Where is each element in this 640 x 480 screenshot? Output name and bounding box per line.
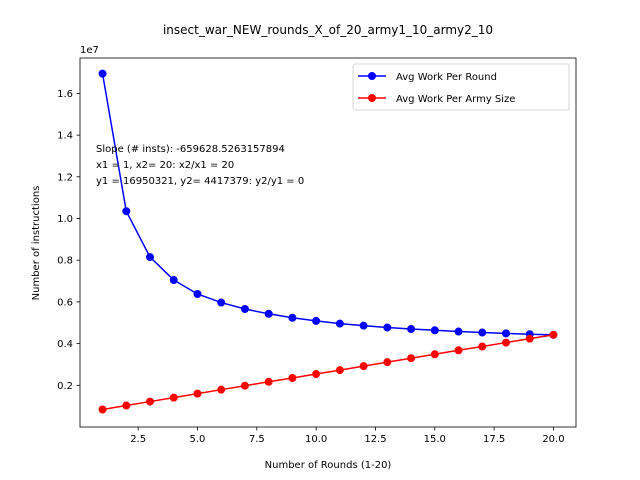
series-2-point xyxy=(146,397,155,406)
series-2-point xyxy=(169,393,178,402)
series-2-point xyxy=(335,366,344,375)
axes-frame xyxy=(79,57,577,428)
series-2-point xyxy=(501,338,510,347)
series-1-point xyxy=(312,316,321,325)
series-1-point xyxy=(169,276,178,285)
y-tick-label: 0.6 xyxy=(57,297,73,308)
x-tick-label: 10.0 xyxy=(305,434,327,445)
x-axis-label: Number of Rounds (1-20) xyxy=(265,460,392,471)
series-1-point xyxy=(193,289,202,298)
series-1-point xyxy=(407,325,416,334)
series-1-point xyxy=(335,319,344,328)
y-tick-label: 0.2 xyxy=(57,381,73,392)
series-1-point xyxy=(359,321,368,330)
x-tick-label: 20.0 xyxy=(542,434,564,445)
legend-label: Avg Work Per Army Size xyxy=(396,94,515,105)
x-tick-label: 7.5 xyxy=(249,434,265,445)
series-1-point xyxy=(146,253,155,262)
series-1-point xyxy=(264,309,273,318)
series-2-point xyxy=(217,385,226,394)
slope-annotation: Slope (# insts): -659628.5263157894 x1 = … xyxy=(96,144,304,187)
x-tick-label: 2.5 xyxy=(130,434,146,445)
series-2-point xyxy=(193,389,202,398)
plot-area: 2.5 5.0 7.5 10.0 12.5 15.0 17.5 20.0 0.2 0.4 0.6 0.… xyxy=(57,57,577,445)
series-2-point xyxy=(288,374,297,383)
series-2-point xyxy=(430,350,439,359)
y-tick-label: 1.6 xyxy=(57,89,73,100)
series-1-point xyxy=(430,326,439,335)
series-1-point xyxy=(217,298,226,307)
series-1-point xyxy=(383,323,392,332)
series-1-point xyxy=(98,69,107,78)
series-1-point xyxy=(454,327,463,336)
series-1-point xyxy=(122,207,131,216)
legend: Avg Work Per Round Avg Work Per Army Size xyxy=(352,63,570,111)
y-tick-label: 1.0 xyxy=(57,214,73,225)
legend-swatch-marker xyxy=(368,94,376,102)
y-tick-label: 1.2 xyxy=(57,172,73,183)
series-1-point xyxy=(478,328,487,337)
series-1-point xyxy=(501,329,510,338)
series-2-point xyxy=(478,342,487,351)
series-1-point xyxy=(288,313,297,322)
series-2-point xyxy=(549,330,558,339)
x-tick-label: 12.5 xyxy=(364,434,386,445)
series-2-point xyxy=(454,346,463,355)
legend-label: Avg Work Per Round xyxy=(396,72,497,83)
y-axis-label: Number of instructions xyxy=(31,186,42,301)
annotation-line-3: y1 = 16950321, y2= 4417379: y2/y1 = 0 xyxy=(96,176,304,187)
annotation-line-1: Slope (# insts): -659628.5263157894 xyxy=(96,144,285,155)
legend-box xyxy=(352,63,570,111)
series-2-point xyxy=(122,401,131,410)
y-tick-label: 0.8 xyxy=(57,256,73,267)
series-2-point xyxy=(240,381,249,390)
x-tick-label: 5.0 xyxy=(190,434,206,445)
x-tick-label: 15.0 xyxy=(424,434,446,445)
x-tick-label: 17.5 xyxy=(483,434,505,445)
y-multiplier-label: 1e7 xyxy=(80,45,99,56)
series-line-2 xyxy=(102,334,554,411)
y-tick-label: 1.4 xyxy=(57,131,73,142)
series-1-point xyxy=(240,305,249,313)
series-2-point xyxy=(407,354,416,363)
series-2-point xyxy=(264,377,273,386)
annotation-line-2: x1 = 1, x2= 20: x2/x1 = 20 xyxy=(96,160,234,171)
y-tick-label: 0.4 xyxy=(57,339,73,350)
chart-title: insect_war_NEW_rounds_X_of_20_army1_10_a… xyxy=(163,23,493,37)
series-2-point xyxy=(359,362,368,371)
series-2-point xyxy=(383,358,392,367)
series-2-point xyxy=(98,405,107,414)
legend-swatch-marker xyxy=(368,72,376,80)
series-2-point xyxy=(525,334,534,343)
series-2-point xyxy=(312,370,321,379)
